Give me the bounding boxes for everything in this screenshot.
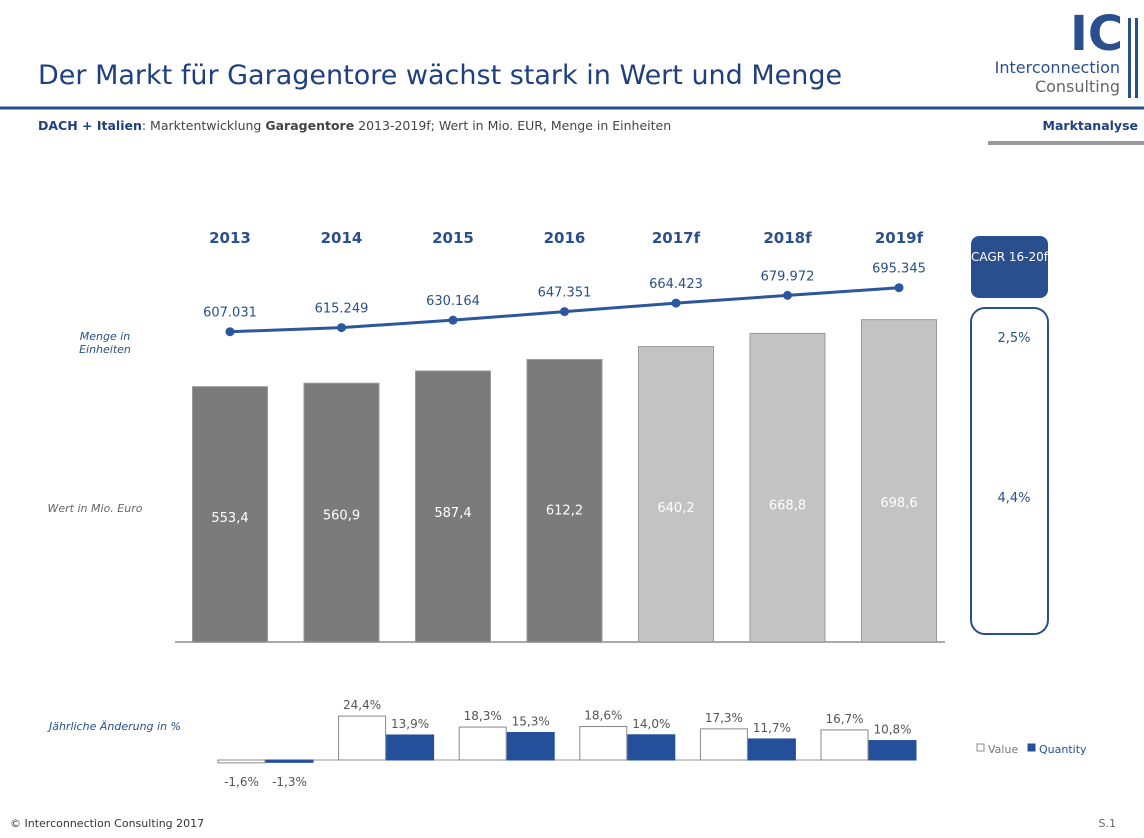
logo-text: Interconnection Consulting bbox=[995, 58, 1120, 96]
change-bar bbox=[217, 759, 266, 764]
quantity-label: 679.972 bbox=[761, 269, 815, 284]
year-label: 2019f bbox=[875, 229, 924, 247]
quantity-point bbox=[783, 290, 792, 300]
logo-bar bbox=[1128, 18, 1131, 98]
change-label: 17,3% bbox=[705, 711, 743, 725]
cagr-title: CAGR 16-20f bbox=[971, 250, 1048, 264]
legend-swatch bbox=[976, 743, 985, 752]
change-label: 10,8% bbox=[873, 723, 911, 737]
quantity-label: 630.164 bbox=[426, 294, 480, 309]
subtitle: DACH + Italien: Marktentwicklung Garagen… bbox=[38, 118, 671, 133]
quantity-point bbox=[560, 307, 569, 317]
subtitle-part: Garagentore bbox=[265, 118, 355, 133]
change-label: 18,3% bbox=[464, 709, 502, 723]
change-label: 18,6% bbox=[584, 709, 622, 723]
bar bbox=[415, 370, 491, 643]
bar-label: 612,2 bbox=[546, 504, 583, 519]
quantity-point bbox=[671, 298, 681, 308]
bar-label: 553,4 bbox=[211, 511, 248, 526]
bar-label: 640,2 bbox=[657, 501, 694, 516]
bar bbox=[638, 346, 714, 643]
legend-label: Quantity bbox=[1039, 743, 1087, 756]
bar bbox=[861, 319, 937, 643]
year-label: 2017f bbox=[652, 229, 701, 247]
change-label: 24,4% bbox=[343, 698, 381, 712]
line-label: Menge in Einheiten bbox=[79, 330, 131, 356]
logo-bar bbox=[1135, 18, 1138, 98]
change-bar bbox=[820, 729, 869, 761]
change-bar bbox=[868, 740, 917, 761]
bar bbox=[749, 332, 826, 643]
change-bar bbox=[699, 728, 748, 761]
cagr-value: 2,5% bbox=[997, 331, 1030, 346]
change-label: -1,3% bbox=[272, 775, 307, 789]
year-label: 2015 bbox=[432, 229, 474, 247]
change-label: 11,7% bbox=[753, 721, 791, 735]
page-number: S.1 bbox=[1098, 817, 1116, 830]
bar bbox=[526, 359, 603, 643]
cagr-box bbox=[970, 307, 1049, 635]
bar-label: 668,8 bbox=[769, 499, 806, 514]
change-bar bbox=[458, 726, 507, 761]
quantity-point bbox=[337, 323, 346, 333]
quantity-label: 695.345 bbox=[872, 262, 926, 277]
bar bbox=[303, 382, 380, 643]
bar-label: 698,6 bbox=[880, 496, 917, 511]
change-bar bbox=[747, 738, 796, 761]
change-bar bbox=[627, 734, 676, 761]
logo-mark: IC bbox=[1070, 6, 1124, 62]
change-bar bbox=[386, 734, 435, 761]
subtitle-part: DACH + Italien bbox=[38, 118, 142, 133]
quantity-label: 607.031 bbox=[203, 306, 257, 321]
bar-label: 587,4 bbox=[434, 506, 471, 521]
section: Marktanalyse bbox=[1042, 118, 1138, 133]
change-bar bbox=[265, 759, 314, 763]
title: Der Markt für Garagentore wächst stark i… bbox=[38, 60, 843, 91]
subtitle-part: : Marktentwicklung bbox=[141, 118, 266, 133]
logo-line: Consulting bbox=[1034, 77, 1120, 96]
year-label: 2013 bbox=[209, 229, 251, 247]
change-label: Jährliche Änderung in % bbox=[48, 720, 182, 733]
copyright: © Interconnection Consulting 2017 bbox=[10, 817, 205, 830]
bar-label: Wert in Mio. Euro bbox=[47, 502, 143, 515]
year-label: 2018f bbox=[763, 229, 812, 247]
quantity-point bbox=[448, 315, 458, 325]
change-label: 16,7% bbox=[825, 712, 863, 726]
cagr-value: 4,4% bbox=[997, 491, 1030, 506]
bar bbox=[192, 386, 268, 643]
cagr-header-box bbox=[971, 236, 1048, 298]
quantity-point bbox=[894, 283, 904, 293]
quantity-label: 615.249 bbox=[315, 302, 369, 317]
change-bar bbox=[338, 715, 387, 761]
bar-label: 560,9 bbox=[323, 509, 360, 524]
change-bar bbox=[579, 726, 628, 761]
year-label: 2016 bbox=[544, 229, 586, 247]
change-label: -1,6% bbox=[224, 775, 259, 789]
change-bar bbox=[506, 731, 555, 761]
legend-swatch bbox=[1027, 743, 1036, 752]
quantity-point bbox=[225, 327, 235, 337]
year-label: 2014 bbox=[321, 229, 363, 247]
change-label: 14,0% bbox=[632, 717, 670, 731]
change-label: 13,9% bbox=[391, 717, 429, 731]
legend-label: Value bbox=[988, 743, 1018, 756]
change-label: 15,3% bbox=[512, 714, 550, 728]
quantity-label: 664.423 bbox=[649, 277, 703, 292]
logo-line: Interconnection bbox=[994, 58, 1120, 77]
subtitle-part: 2013-2019f; Wert in Mio. EUR, Menge in E… bbox=[354, 118, 672, 133]
quantity-label: 647.351 bbox=[538, 286, 592, 301]
